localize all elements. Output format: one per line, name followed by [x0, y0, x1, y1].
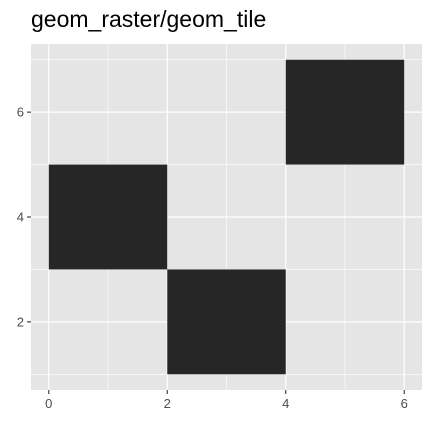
tile-3 — [285, 59, 405, 165]
y-tick-label: 2 — [17, 314, 24, 329]
y-axis: 2 4 6 — [17, 105, 31, 329]
tile-1 — [48, 164, 168, 270]
x-tick-label: 2 — [164, 396, 171, 411]
x-axis: 0 2 4 6 — [45, 390, 408, 411]
tiles — [48, 59, 405, 375]
x-tick-label: 6 — [401, 396, 408, 411]
tile-2 — [167, 269, 286, 375]
y-tick-label: 6 — [17, 105, 24, 120]
y-tick-label: 4 — [17, 210, 24, 225]
chart-title: geom_raster/geom_tile — [31, 6, 267, 32]
x-tick-label: 4 — [282, 396, 289, 411]
x-tick-label: 0 — [45, 396, 52, 411]
